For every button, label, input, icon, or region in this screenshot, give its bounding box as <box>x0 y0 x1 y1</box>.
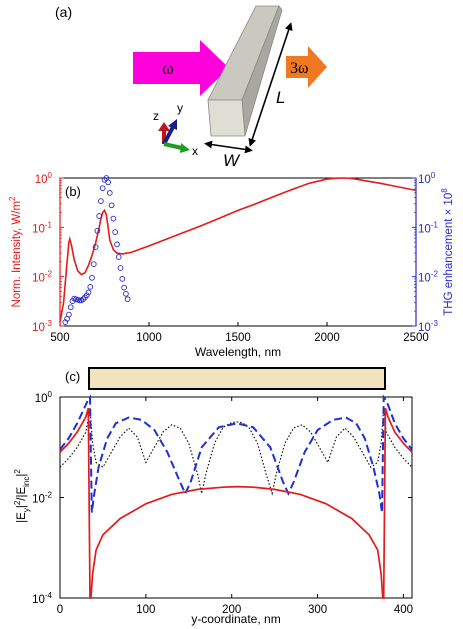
panel-b-thg-point <box>67 304 74 311</box>
panel-c-y-tick: 100 <box>35 390 53 405</box>
panel-b-thg-point <box>94 227 101 234</box>
y-axis-label: y <box>177 101 183 115</box>
panel-b-x-tick: 2500 <box>403 332 429 344</box>
panel-b-thg-point <box>92 244 99 250</box>
panel-b-thg-point <box>123 290 129 297</box>
input-frequency-label: ω <box>162 58 174 78</box>
x-axis-label: x <box>192 144 198 158</box>
panel-b-plot-frame <box>59 177 417 327</box>
panel-b-thg-point <box>85 289 92 296</box>
panel-b-right-y-ticks: 100 10-1 10-2 10-3 <box>418 171 438 334</box>
panel-c-x-tick: 400 <box>394 604 413 616</box>
width-dimension-arrow <box>204 140 253 154</box>
panel-c-dotted-black-line <box>59 408 413 496</box>
panel-b-right-y-tick: 10-2 <box>418 270 438 285</box>
panel-b-thg-point <box>80 296 86 303</box>
output-frequency-label: 3ω <box>290 60 309 77</box>
panel-b-thg-point <box>105 179 111 186</box>
panel-c-y-tick: 10-2 <box>32 491 52 506</box>
panel-b-right-y-tick: 10-1 <box>418 220 438 235</box>
panel-b-left-y-tick: 10-3 <box>32 319 52 334</box>
panel-b-thg-point <box>90 261 97 267</box>
panel-b-thg-point <box>66 311 72 318</box>
panel-b-thg-point <box>83 292 90 299</box>
panel-b-left-y-tick: 10-1 <box>32 220 52 235</box>
output-arrow-shape <box>286 46 327 88</box>
panel-b-thg-point <box>89 274 95 281</box>
panel-c-x-ticks: 0 100 200 300 400 <box>57 604 413 616</box>
panel-c-y-axis-label: |Ey|2/|Einc|2 <box>13 469 31 523</box>
panel-b-thg-point <box>119 276 126 282</box>
panel-c-dashed-blue-line <box>59 394 413 513</box>
panel-b-thg-point <box>110 215 117 222</box>
panel-c-x-tick: 300 <box>308 604 327 616</box>
z-axis-label: z <box>153 109 159 123</box>
panel-b-left-y-tick: 100 <box>35 171 53 186</box>
panel-b-x-ticks: 500 1000 1500 2000 2500 <box>50 332 428 344</box>
panel-b-thg-point <box>76 297 83 304</box>
panel-b-thg-point <box>106 190 113 196</box>
panel-c: (c) 0 100 200 300 400 y-coordinate, nm 1… <box>13 367 413 626</box>
panel-b-x-tick: 1500 <box>225 332 251 344</box>
panel-b-intensity-line <box>59 177 417 323</box>
panel-c-x-tick: 100 <box>136 604 155 616</box>
panel-b-thg-point <box>112 229 119 235</box>
panel-b-x-tick: 500 <box>50 332 69 344</box>
input-arrow: ω <box>133 40 229 96</box>
panel-b-plot-area <box>59 175 417 327</box>
y-axis-arrow <box>162 126 175 145</box>
panel-b-thg-point <box>96 213 103 219</box>
panel-b-thg-point <box>115 254 122 260</box>
panel-b-thg-point <box>114 241 120 248</box>
panel-c-solid-red-line <box>59 407 413 599</box>
panel-b-left-y-ticks: 100 10-1 10-2 10-3 <box>32 171 52 334</box>
panel-c-y-ticks: 100 10-2 10-4 <box>32 390 52 606</box>
panel-c-label: (c) <box>65 369 80 384</box>
panel-c-x-tick: 200 <box>222 604 241 616</box>
panel-b-right-y-tick: 10-3 <box>418 319 438 334</box>
length-dimension-arrow <box>248 22 293 147</box>
rod-front-face <box>207 99 246 137</box>
panel-b-x-tick: 1000 <box>136 332 162 344</box>
x-axis-arrow <box>163 142 183 150</box>
panel-b-left-y-axis-label: Norm. Intensity, W/m2 <box>8 196 23 308</box>
panel-b-right-y-axis-label: THG enhancement × 108 <box>440 188 455 316</box>
structure-bar <box>88 367 386 390</box>
panel-c-x-tick: 0 <box>57 604 63 616</box>
panel-b-x-tick: 2000 <box>314 332 340 344</box>
coordinate-axes: z y x <box>153 101 198 158</box>
panel-b-thg-point <box>62 319 69 325</box>
z-axis-arrowhead <box>158 122 170 131</box>
panel-b-thg-point <box>121 284 127 291</box>
panel-b-thg-point <box>124 296 131 303</box>
panel-b-thg-point <box>98 198 104 204</box>
panel-b-thg-point <box>108 202 115 209</box>
panel-c-y-tick: 10-4 <box>32 591 52 606</box>
x-axis-arrowhead <box>180 143 190 153</box>
panel-b-right-y-tick: 100 <box>418 171 436 186</box>
panel-b-label: (b) <box>65 184 81 199</box>
panel-b-left-y-tick: 10-2 <box>32 270 52 285</box>
panel-b-thg-point <box>87 284 94 290</box>
panel-b-thg-point <box>99 185 106 192</box>
length-label: L <box>276 88 285 107</box>
panel-b-thg-point <box>117 265 124 271</box>
panel-c-x-axis-label: y-coordinate, nm <box>191 612 280 626</box>
panel-c-plot-area <box>59 394 413 599</box>
panel-a-label: (a) <box>55 4 72 20</box>
input-arrow-shape <box>133 40 229 96</box>
panel-a: (a) ω 3ω L W z <box>55 4 327 170</box>
panel-b-x-axis-label: Wavelength, nm <box>195 345 281 359</box>
y-axis-arrowhead <box>168 119 177 130</box>
output-arrow: 3ω <box>286 46 327 88</box>
panel-b: (b) 500 1000 1500 2000 2500 Wavelength, … <box>8 171 455 359</box>
width-label: W <box>223 151 241 170</box>
